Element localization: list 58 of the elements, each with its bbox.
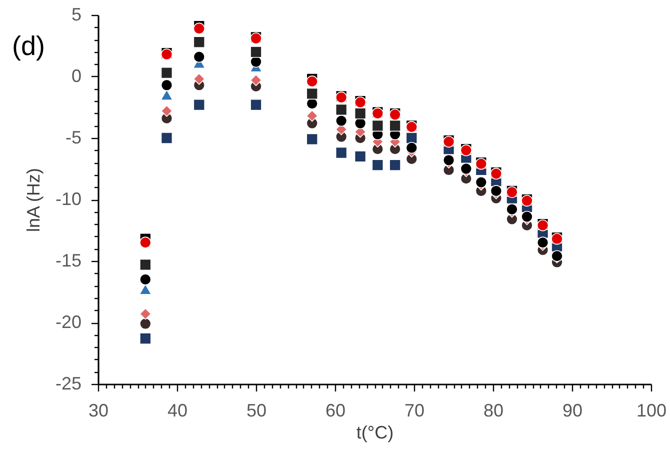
point xyxy=(521,210,533,223)
point xyxy=(490,185,502,197)
point xyxy=(406,142,418,154)
point xyxy=(140,258,152,271)
x-tick-label: 30 xyxy=(88,400,109,420)
y-tick-label: 5 xyxy=(71,4,82,24)
point xyxy=(389,159,401,171)
y-tick-label: -20 xyxy=(55,312,82,332)
point xyxy=(140,274,152,286)
point xyxy=(354,108,366,120)
point xyxy=(140,236,152,248)
point xyxy=(193,36,205,48)
point xyxy=(160,89,174,100)
point xyxy=(475,176,488,188)
point xyxy=(354,150,366,162)
point xyxy=(335,104,348,116)
point xyxy=(335,146,348,159)
point xyxy=(250,74,262,86)
point xyxy=(306,110,318,122)
y-tick-label: 0 xyxy=(71,66,82,86)
x-tick-label: 50 xyxy=(246,400,267,420)
point xyxy=(335,114,348,127)
y-tick-label: -10 xyxy=(55,189,82,209)
point xyxy=(536,236,549,248)
point xyxy=(372,120,384,132)
point xyxy=(389,120,401,132)
x-tick-label: 100 xyxy=(636,400,667,420)
y-tick-label: -5 xyxy=(65,128,82,148)
point xyxy=(140,332,152,344)
point xyxy=(193,22,205,34)
point xyxy=(160,132,173,144)
point xyxy=(306,88,318,100)
point xyxy=(460,162,472,175)
point xyxy=(160,66,173,79)
x-axis-title: t(°C) xyxy=(356,422,394,442)
point xyxy=(442,154,455,166)
point xyxy=(140,308,152,320)
x-tick-label: 40 xyxy=(167,400,188,420)
point xyxy=(140,318,152,330)
x-tick-label: 80 xyxy=(483,400,504,420)
point xyxy=(193,98,205,111)
point xyxy=(306,133,318,146)
point xyxy=(250,98,262,111)
point xyxy=(372,159,384,171)
point xyxy=(306,76,318,88)
x-tick-label: 90 xyxy=(562,400,583,420)
point xyxy=(250,46,262,58)
x-tick-label: 70 xyxy=(404,400,425,420)
point xyxy=(160,105,173,117)
y-tick-label: -15 xyxy=(55,250,82,270)
point xyxy=(193,73,205,85)
text: (d) xyxy=(12,31,45,61)
y-tick-label: -25 xyxy=(55,374,82,394)
point xyxy=(160,79,173,91)
x-tick-label: 60 xyxy=(325,400,346,420)
point xyxy=(139,284,152,295)
point xyxy=(193,50,205,63)
y-axis-title: lnA (Hz) xyxy=(23,168,44,232)
